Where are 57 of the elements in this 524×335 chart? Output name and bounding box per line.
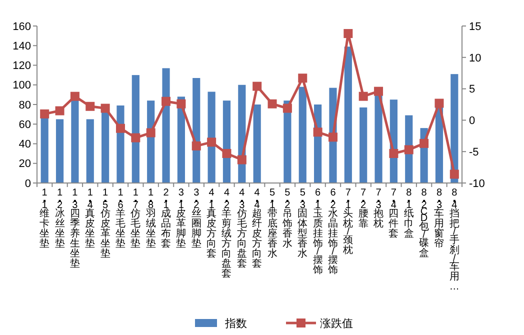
point	[40, 109, 50, 118]
legend-label: 指数	[224, 318, 247, 330]
point	[450, 170, 459, 179]
bar	[132, 75, 140, 183]
y-tick-label: 40	[18, 138, 31, 151]
point	[282, 104, 292, 113]
point	[358, 92, 368, 101]
point	[222, 148, 232, 158]
bar	[86, 119, 94, 183]
point	[404, 145, 414, 154]
y2-tick-label: 10	[469, 52, 482, 64]
point	[55, 106, 64, 116]
bar	[162, 68, 170, 183]
y-tick-label: 120	[12, 60, 31, 72]
point	[146, 128, 156, 138]
bar	[40, 116, 48, 183]
y-tick-label: 60	[18, 118, 31, 131]
point	[162, 96, 171, 106]
y-tick-label: 100	[12, 80, 31, 92]
point	[420, 138, 429, 148]
point	[70, 92, 80, 101]
y2-tick-label: -5	[469, 146, 479, 158]
y-tick-label: 160	[12, 20, 31, 33]
bar	[56, 119, 64, 183]
y-tick-label: 20	[18, 158, 31, 170]
bar	[102, 111, 110, 183]
bar	[344, 46, 352, 183]
y2-tick-label: 5	[469, 84, 476, 96]
y2-tick-label: 0	[469, 115, 476, 128]
point	[313, 128, 322, 137]
point	[131, 133, 140, 142]
y2-tick-label: 15	[469, 20, 482, 33]
point	[237, 155, 246, 164]
y2-tick-label: -10	[469, 178, 485, 190]
point	[116, 124, 125, 133]
point	[100, 104, 110, 113]
bar	[374, 94, 382, 183]
point	[389, 148, 398, 158]
bar	[71, 100, 79, 183]
point	[252, 82, 262, 91]
point	[176, 99, 186, 108]
y-tick-label: 0	[24, 178, 31, 190]
bar	[253, 104, 261, 183]
point	[86, 102, 95, 111]
point	[268, 99, 277, 108]
point	[192, 141, 201, 150]
point	[434, 98, 444, 108]
point	[328, 132, 338, 142]
point	[344, 29, 353, 38]
bar	[298, 86, 306, 183]
y-tick-label: 80	[18, 99, 31, 112]
y-tick-label: 140	[12, 40, 31, 52]
bar	[360, 107, 368, 183]
point	[374, 86, 384, 96]
legend-label: 涨跌值	[320, 318, 353, 330]
point	[298, 74, 308, 83]
point	[207, 138, 216, 147]
